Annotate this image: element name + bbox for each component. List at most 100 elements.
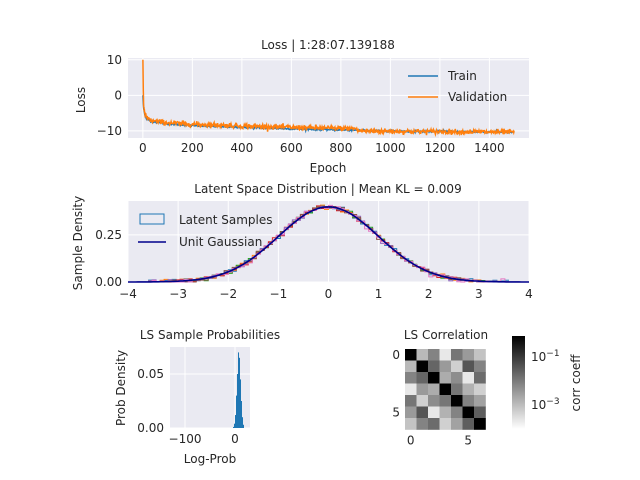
corr-cell	[462, 349, 475, 361]
loss-ylabel: Loss	[74, 87, 88, 113]
loss-series-validation-line	[142, 59, 515, 138]
loss-y-tick-label: 10	[107, 53, 122, 67]
ls-corr-title: LS Correlation	[404, 328, 488, 342]
ls-prob-xlabel: Log-Prob	[184, 452, 236, 466]
latent-x-tick-label: 0	[325, 287, 333, 301]
ls-prob-ylabel: Prob Density	[114, 350, 128, 426]
corr-x-tick-label: 0	[407, 434, 415, 448]
latent-chart: Latent Space Distribution | Mean KL = 0.…	[71, 182, 533, 301]
latent-x-tick-label: 1	[375, 287, 383, 301]
colorbar-gradient	[512, 336, 525, 429]
corr-cell	[451, 360, 463, 373]
latent-y-tick-label: 0.00	[95, 275, 122, 289]
latent-x-tick-label: −3	[169, 287, 187, 301]
corr-cell	[474, 418, 486, 430]
loss-x-tick-label: 0	[139, 141, 147, 155]
corr-cell	[451, 383, 463, 396]
corr-cell	[439, 418, 452, 430]
corr-cell	[428, 360, 440, 373]
corr-cell	[416, 406, 429, 419]
corr-cell	[405, 372, 417, 384]
latent-x-tick-label: 4	[525, 287, 533, 301]
ls-prob-x-tick-label: −100	[169, 432, 202, 446]
corr-cell	[474, 395, 486, 407]
loss-x-tick-label: 800	[329, 141, 352, 155]
corr-cell	[428, 349, 440, 361]
ls-prob-bar	[240, 379, 241, 428]
ls-prob-bar	[239, 357, 240, 428]
ls-prob-bar	[234, 423, 235, 428]
corr-cell	[405, 418, 417, 430]
loss-chart: Loss | 1:28:07.139188 0 200 400 600 800 1000 1…	[74, 38, 529, 175]
ls-prob-y-tick-label: 0.00	[137, 421, 164, 435]
latent-x-tick-label: −1	[270, 287, 288, 301]
corr-cell	[416, 395, 429, 407]
latent-y-tick-label: 0.25	[95, 228, 122, 242]
corr-cell	[439, 395, 452, 407]
corr-cell	[428, 372, 440, 384]
colorbar-tick-label: 10−3	[531, 397, 560, 412]
latent-x-tick-label: 3	[475, 287, 483, 301]
corr-cell	[416, 418, 429, 430]
loss-x-tick-label: 1200	[425, 141, 456, 155]
colorbar-tick-label: 10−1	[531, 349, 560, 364]
ls-prob-bar	[241, 401, 242, 428]
ls-prob-bar	[238, 352, 239, 428]
latent-legend: Latent Samples Unit Gaussian	[138, 213, 273, 249]
ls-prob-title: LS Sample Probabilities	[140, 328, 280, 342]
latent-legend-swatch	[139, 213, 165, 225]
corr-cell	[462, 395, 475, 407]
loss-legend-label: Train	[447, 69, 477, 83]
ls-prob-y-tick-label: 0.05	[137, 367, 164, 381]
ls-prob-bar	[235, 415, 236, 428]
loss-xlabel: Epoch	[310, 161, 347, 175]
ls-corr-chart: LS Correlation 0 5 0 5 10−1 10−3 corr coeff	[392, 328, 583, 448]
loss-y-tick-label: 0	[114, 88, 122, 102]
corr-cell	[462, 360, 475, 373]
unit-gaussian-line	[128, 206, 529, 283]
corr-cell	[462, 418, 475, 430]
ls-prob-bar	[233, 426, 234, 428]
colorbar-label: corr coeff	[569, 354, 583, 412]
latent-legend-label: Unit Gaussian	[179, 235, 262, 249]
corr-cell	[416, 349, 429, 361]
latent-x-tick-label: −2	[219, 287, 237, 301]
ls-prob-bar	[242, 417, 243, 428]
corr-cell	[451, 406, 463, 419]
latent-x-tick-label: −4	[119, 287, 137, 301]
loss-y-tick-label: −10	[97, 124, 122, 138]
corr-y-tick-label: 5	[392, 405, 400, 419]
corr-cell	[405, 406, 417, 419]
corr-cell	[405, 383, 417, 396]
corr-cell	[439, 406, 452, 419]
loss-legend: Train Validation	[408, 69, 507, 104]
corr-cell	[428, 383, 440, 396]
corr-cell	[462, 372, 475, 384]
loss-title: Loss | 1:28:07.139188	[261, 38, 395, 52]
latent-title: Latent Space Distribution | Mean KL = 0.…	[194, 182, 461, 196]
corr-cell	[474, 406, 486, 419]
corr-cell	[416, 360, 429, 373]
ls-prob-bar	[243, 424, 244, 428]
latent-ylabel: Sample Density	[71, 196, 85, 290]
loss-legend-label: Validation	[448, 90, 507, 104]
loss-x-tick-label: 1000	[375, 141, 406, 155]
corr-cell	[405, 360, 417, 373]
corr-cell	[439, 372, 452, 384]
corr-cell	[451, 349, 463, 361]
loss-x-tick-label: 1400	[474, 141, 505, 155]
latent-x-tick-label: 2	[425, 287, 433, 301]
colorbar: 10−1 10−3 corr coeff	[512, 336, 583, 429]
corr-cell	[451, 372, 463, 384]
corr-cell	[416, 372, 429, 384]
corr-cell	[474, 349, 486, 361]
corr-cell	[439, 383, 452, 396]
corr-cell	[462, 383, 475, 396]
corr-x-tick-label: 5	[464, 434, 472, 448]
corr-cell	[405, 395, 417, 407]
corr-cell	[451, 395, 463, 407]
corr-cell	[462, 406, 475, 419]
ls-prob-x-tick-label: 0	[231, 432, 239, 446]
latent-legend-label: Latent Samples	[179, 213, 273, 227]
